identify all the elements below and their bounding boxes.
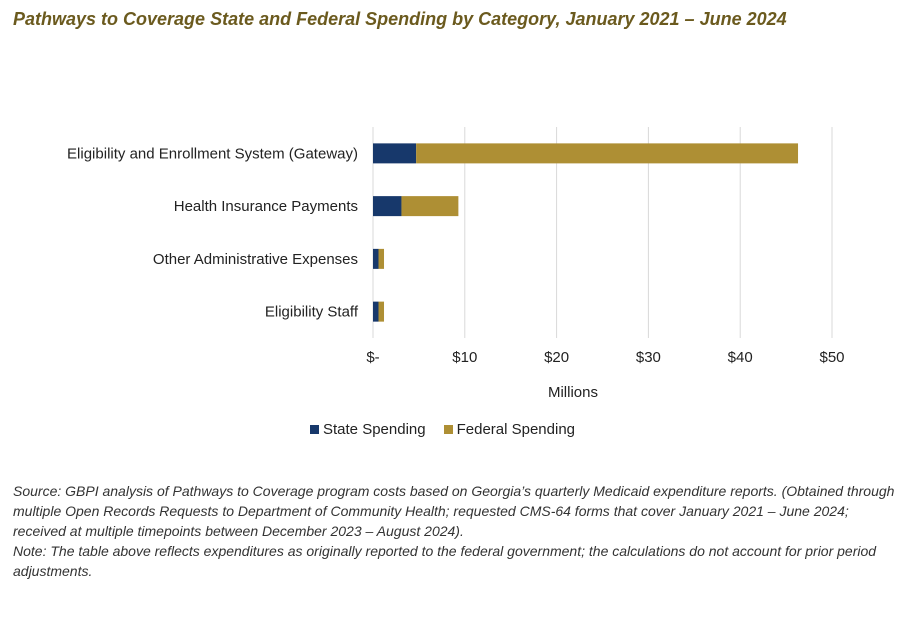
legend: State Spending Federal Spending [310, 421, 575, 438]
x-tick-label: $50 [819, 349, 844, 366]
legend-label-federal: Federal Spending [456, 421, 576, 438]
category-labels: Eligibility and Enrollment System (Gatew… [67, 145, 359, 320]
x-tick-label: $30 [636, 349, 661, 366]
category-label: Eligibility and Enrollment System (Gatew… [67, 145, 358, 162]
x-tick-label: $40 [728, 349, 753, 366]
x-tick-label: $20 [544, 349, 569, 366]
legend-swatch-state [310, 425, 319, 434]
bar-chart: Eligibility and Enrollment System (Gatew… [67, 127, 845, 401]
x-tick-label: $10 [452, 349, 477, 366]
category-label: Eligibility Staff [265, 304, 359, 321]
bar-state-spending [373, 301, 379, 322]
category-label: Other Administrative Expenses [153, 251, 358, 268]
bar-state-spending [373, 196, 402, 217]
bar-federal-spending [378, 301, 385, 322]
methodology-note: Note: The table above reflects expenditu… [13, 543, 877, 579]
chart-title: Pathways to Coverage State and Federal S… [13, 9, 787, 29]
source-note: Source: GBPI analysis of Pathways to Cov… [13, 483, 895, 539]
legend-item-federal: Federal Spending [443, 421, 576, 438]
category-label: Health Insurance Payments [174, 198, 358, 215]
x-axis-title: Millions [548, 384, 598, 401]
legend-swatch-federal [443, 425, 453, 434]
bar-state-spending [373, 143, 417, 164]
legend-item-state: State Spending [310, 421, 426, 438]
legend-label-state: State Spending [323, 421, 426, 438]
x-tick-label: $- [366, 349, 379, 366]
bars [373, 143, 799, 322]
bar-federal-spending [416, 143, 799, 164]
bar-federal-spending [401, 196, 459, 217]
bar-state-spending [373, 248, 379, 269]
bar-federal-spending [378, 248, 385, 269]
chart-notes: Source: GBPI analysis of Pathways to Cov… [13, 481, 898, 581]
x-tick-labels: $- $10 $20 $30 $40 $50 [366, 349, 844, 366]
